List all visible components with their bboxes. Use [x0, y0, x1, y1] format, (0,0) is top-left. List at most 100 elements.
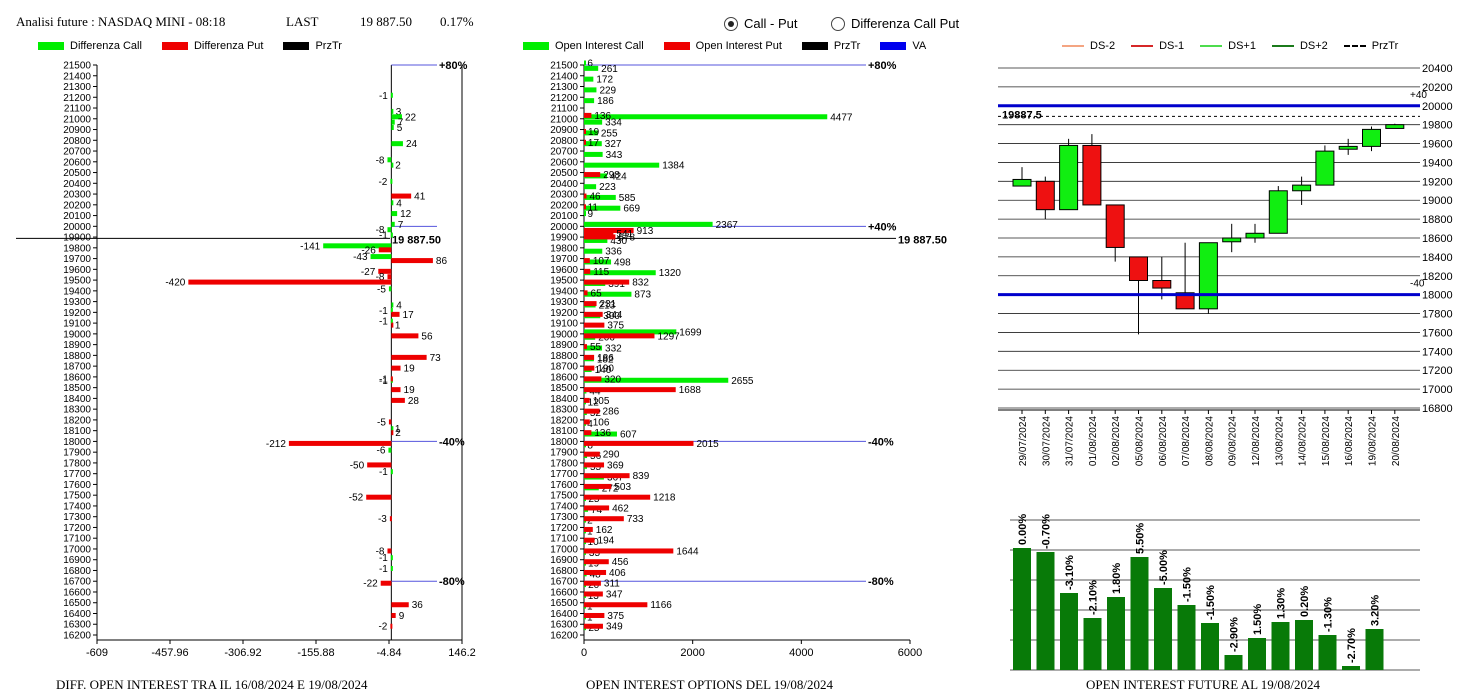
call-data-label: 44 [589, 387, 601, 398]
call-bar [391, 108, 394, 114]
radio-call-put[interactable]: Call - Put [724, 16, 797, 31]
put-data-label: 290 [603, 450, 620, 461]
future-oi-data-label: -5.00% [1158, 550, 1170, 585]
last-price: 19 887.50 [360, 14, 412, 29]
call-data-label: 430 [610, 236, 627, 247]
y-tick-label: 16800 [550, 566, 578, 577]
x-tick-label: 15/08/2024 [1321, 416, 1332, 466]
y-tick-label: 18400 [550, 394, 578, 405]
call-data-label: 223 [599, 182, 616, 193]
candle-body [1082, 144, 1102, 206]
call-bar [584, 442, 586, 448]
y-tick-label: 20200 [550, 200, 578, 211]
y-tick-label: 20200 [63, 200, 91, 211]
va-band-label: -40% [868, 436, 894, 448]
call-data-label: 1320 [659, 268, 682, 279]
call-data-label: 229 [599, 85, 616, 96]
legend-ds+1: DS+1 [1228, 40, 1256, 52]
put-data-label: 107 [593, 256, 610, 267]
put-bar [391, 430, 394, 436]
put-data-label: 186 [597, 353, 614, 364]
legend-candle-prztr: PrzTr [1371, 40, 1399, 52]
x-tick-label: -306.92 [224, 647, 261, 659]
legend-prztr-line [1343, 45, 1366, 47]
y-tick-label: 19500 [63, 276, 91, 287]
call-data-label: 172 [596, 75, 613, 86]
x-tick-label: 2000 [680, 647, 704, 659]
call-data-label: 1699 [679, 327, 702, 338]
y-tick-label: 18600 [550, 372, 578, 383]
put-data-label: 406 [609, 568, 626, 579]
call-bar [584, 280, 606, 286]
put-data-label: 41 [414, 192, 426, 203]
put-data-label: 19 [404, 364, 416, 375]
radio-differenza-call-put[interactable]: Differenza Call Put [831, 16, 959, 31]
x-tick-label: 08/08/2024 [1204, 416, 1215, 466]
x-tick-label: 07/08/2024 [1181, 416, 1192, 466]
y-tick-label: 16800 [1422, 403, 1453, 415]
put-bar [391, 354, 427, 360]
y-tick-label: 19600 [550, 265, 578, 276]
candle-body [1012, 178, 1032, 187]
call-bar [584, 211, 586, 217]
y-tick-label: 17200 [1422, 365, 1453, 377]
call-bar [584, 345, 603, 351]
put-data-label: 105 [593, 396, 610, 407]
candle-body [1035, 180, 1055, 211]
y-tick-label: 21300 [550, 82, 578, 93]
y-tick-label: 20200 [1422, 82, 1453, 94]
put-bar [391, 311, 400, 317]
y-tick-label: 19100 [550, 319, 578, 330]
put-data-label: 503 [614, 482, 631, 493]
y-tick-label: 18500 [63, 383, 91, 394]
call-data-label: 25 [588, 494, 600, 505]
call-data-label: 55 [590, 462, 602, 473]
y-tick-label: 16900 [63, 555, 91, 566]
put-data-label: 347 [606, 589, 623, 600]
y-tick-label: 21400 [63, 71, 91, 82]
y-tick-label: 20400 [550, 179, 578, 190]
legend-oi-call: Open Interest Call [555, 40, 644, 52]
y-tick-label: 18700 [63, 362, 91, 373]
y-tick-label: 21400 [550, 71, 578, 82]
call-bar [584, 356, 594, 362]
future-oi-bar [1107, 597, 1125, 670]
y-tick-label: 19800 [550, 243, 578, 254]
y-tick-label: 18200 [550, 415, 578, 426]
put-data-label: 17 [403, 310, 415, 321]
put-data-label: 344 [606, 310, 623, 321]
legend-ds-1-line [1131, 45, 1154, 47]
call-data-label: 391 [608, 279, 625, 290]
x-tick-label: 31/07/2024 [1065, 416, 1076, 466]
y-tick-label: 21500 [550, 61, 578, 72]
call-data-label: -6 [377, 446, 386, 457]
y-tick-label: 19000 [550, 329, 578, 340]
call-bar [584, 141, 602, 147]
y-tick-label: 18900 [63, 340, 91, 351]
candle-body [1338, 145, 1358, 150]
x-tick-label: 29/07/2024 [1018, 416, 1029, 466]
put-bar [584, 234, 616, 240]
radio-unselected-icon[interactable] [831, 16, 845, 31]
radio-selected-icon[interactable] [724, 16, 738, 31]
put-bar [584, 204, 586, 210]
put-bar [391, 612, 396, 618]
y-tick-label: 17300 [63, 512, 91, 523]
call-bar [584, 463, 587, 469]
call-bar [390, 92, 393, 98]
y-tick-label: 18800 [63, 351, 91, 362]
put-data-label: 541 [616, 229, 633, 240]
y-tick-label: 20700 [550, 147, 578, 158]
call-bar [584, 528, 586, 534]
call-data-label: 24 [406, 139, 418, 150]
y-tick-label: 21200 [550, 93, 578, 104]
put-bar [387, 274, 392, 280]
y-tick-label: 17500 [63, 491, 91, 502]
y-tick-label: 18900 [550, 340, 578, 351]
y-tick-label: 17600 [1422, 327, 1453, 339]
put-data-label: -50 [350, 460, 365, 471]
call-bar [584, 410, 587, 416]
call-data-label: 33 [589, 231, 601, 242]
call-data-label: -1 [379, 467, 388, 478]
y-tick-label: 20900 [63, 125, 91, 136]
